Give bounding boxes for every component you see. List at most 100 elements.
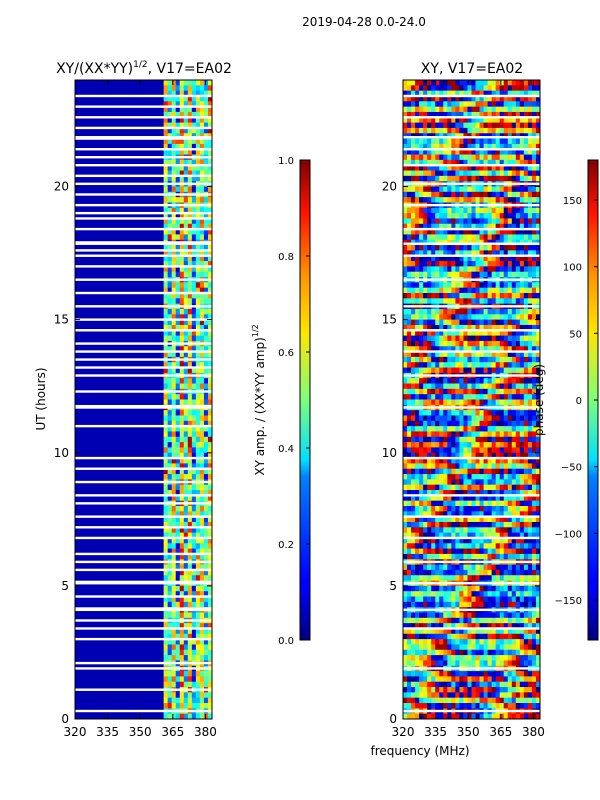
amplitude-cell — [163, 585, 169, 592]
phase-cell — [531, 191, 537, 198]
phase-cell — [407, 186, 412, 193]
amplitude-cell — [207, 143, 213, 150]
phase-cell — [515, 516, 521, 523]
amplitude-cell — [199, 261, 205, 267]
phase-cell — [427, 101, 432, 108]
phase-cell — [459, 165, 464, 171]
phase-cell — [535, 543, 541, 549]
phase-cell — [523, 117, 529, 123]
phase-cell — [523, 410, 529, 416]
amplitude-flagged-row-43 — [75, 217, 212, 220]
phase-cell — [519, 415, 525, 422]
phase-cell — [527, 383, 533, 390]
phase-cell — [427, 458, 432, 464]
phase-cell — [531, 585, 537, 592]
phase-cell — [491, 149, 497, 155]
amplitude-cell — [195, 596, 201, 603]
phase-cell — [415, 548, 420, 555]
amplitude-cell — [167, 362, 173, 368]
phase-cell — [403, 175, 408, 182]
amplitude-cell — [171, 271, 177, 278]
phase-cell — [439, 266, 444, 273]
amplitude-cell — [203, 484, 209, 491]
amplitude-cell — [191, 458, 197, 464]
phase-cell — [411, 250, 416, 257]
amplitude-cell — [179, 548, 185, 555]
phase-cell — [511, 378, 517, 384]
amplitude-cell — [187, 175, 193, 182]
amplitude-cell — [203, 596, 209, 603]
phase-cell — [531, 367, 537, 374]
phase-cell — [423, 80, 428, 86]
phase-cell — [511, 266, 517, 273]
phase-cell — [435, 388, 440, 395]
amplitude-cell — [187, 639, 193, 645]
phase-cell — [527, 388, 533, 395]
phase-cell — [519, 420, 525, 427]
phase-cell — [507, 165, 513, 171]
phase-cell — [415, 399, 420, 406]
phase-cell — [423, 213, 428, 219]
phase-cell — [479, 175, 484, 182]
phase-cell — [507, 575, 513, 581]
phase-cell — [451, 149, 456, 155]
phase-cell — [527, 463, 533, 470]
phase-cell — [447, 484, 452, 491]
phase-cell — [423, 521, 428, 528]
phase-cell — [479, 564, 484, 571]
phase-cell — [407, 293, 412, 299]
phase-cell — [435, 330, 440, 336]
phase-cell — [407, 154, 412, 161]
phase-cell — [423, 223, 428, 230]
phase-cell — [507, 447, 513, 454]
phase-cell — [439, 458, 444, 464]
phase-cell — [511, 122, 517, 129]
amplitude-cell — [171, 186, 177, 193]
phase-cell — [487, 463, 493, 470]
amplitude-cell — [175, 521, 181, 528]
phase-cell — [487, 154, 493, 161]
phase-cell — [515, 527, 521, 534]
phase-cell — [519, 319, 525, 326]
phase-cell — [403, 324, 408, 331]
phase-cell — [503, 335, 509, 342]
amplitude-cell — [179, 681, 185, 688]
phase-cell — [467, 474, 472, 480]
phase-cell — [475, 213, 480, 219]
phase-cell — [483, 159, 489, 166]
phase-cell — [455, 612, 460, 619]
phase-cell — [479, 255, 484, 262]
phase-cell — [535, 447, 541, 454]
phase-cell — [495, 484, 501, 491]
phase-cell — [475, 463, 480, 470]
phase-cell — [431, 287, 436, 294]
phase-cell — [511, 175, 517, 182]
phase-cell — [447, 80, 452, 86]
phase-cell — [495, 495, 501, 502]
amplitude-cell — [195, 335, 201, 342]
phase-cell — [407, 245, 412, 251]
phase-cell — [495, 154, 501, 161]
phase-cell — [419, 90, 424, 97]
amplitude-cell — [199, 516, 205, 523]
phase-cell — [459, 388, 464, 395]
amplitude-cell — [167, 223, 173, 230]
phase-cell — [511, 218, 517, 225]
amplitude-cell — [203, 697, 209, 704]
phase-cell — [403, 223, 408, 230]
amplitude-cell — [199, 436, 205, 443]
phase-cell — [467, 154, 472, 161]
phase-cell — [455, 463, 460, 470]
phase-cell — [463, 213, 468, 219]
amplitude-cell — [171, 218, 177, 225]
phase-cell — [435, 351, 440, 358]
phase-cell — [463, 127, 468, 134]
amplitude-cell — [191, 106, 197, 113]
amplitude-cell — [183, 111, 189, 118]
phase-cell — [495, 362, 501, 368]
amplitude-cell — [167, 261, 173, 267]
phase-cell — [455, 218, 460, 225]
phase-cell — [403, 138, 408, 145]
phase-cell — [535, 356, 541, 363]
amplitude-cell — [163, 442, 169, 448]
